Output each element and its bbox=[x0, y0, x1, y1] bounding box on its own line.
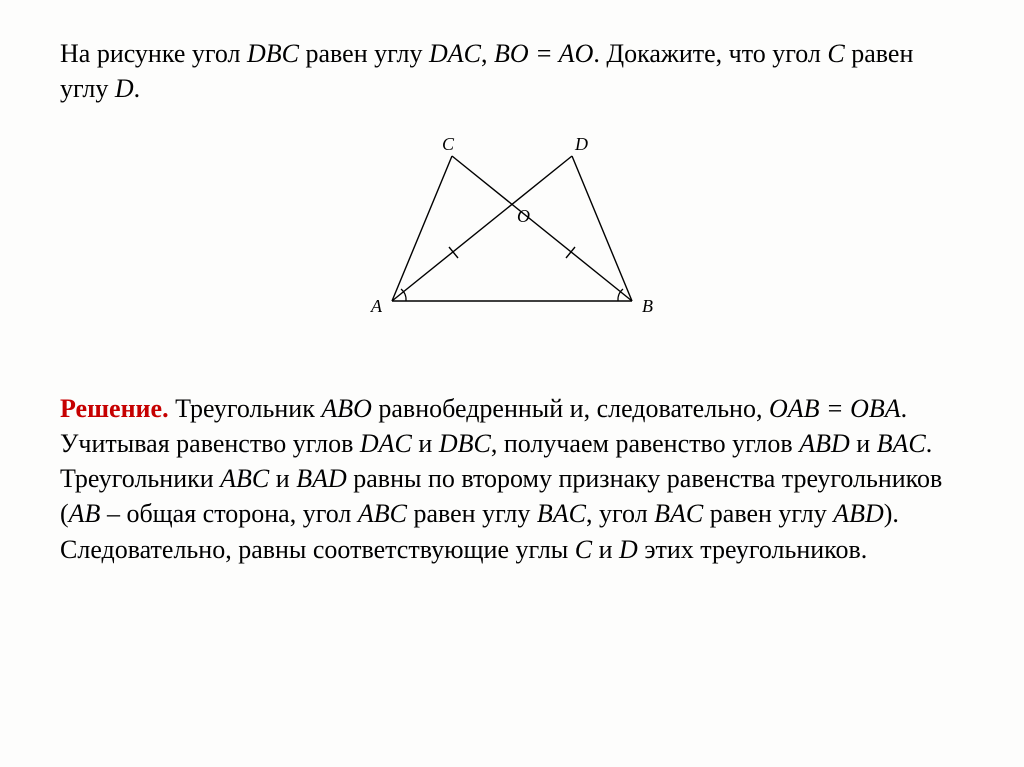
sol-var: C bbox=[575, 535, 592, 564]
var-bo-ao: BO = AO bbox=[494, 39, 593, 68]
problem-text: равен углу bbox=[299, 39, 429, 68]
sol-text: этих треугольников. bbox=[638, 535, 867, 564]
slide-page: На рисунке угол DBC равен углу DAC, BO =… bbox=[0, 0, 1024, 607]
var-c: C bbox=[827, 39, 844, 68]
label-d: D bbox=[574, 136, 588, 154]
line-bd bbox=[572, 156, 632, 301]
problem-text: . bbox=[134, 74, 141, 103]
sol-var: ABD bbox=[833, 499, 884, 528]
sol-text: Треугольник bbox=[169, 394, 322, 423]
sol-var: BAC bbox=[877, 429, 926, 458]
sol-var: AB bbox=[69, 499, 101, 528]
sol-text: , получаем равенство углов bbox=[491, 429, 799, 458]
sol-text: равнобедренный и, следовательно, bbox=[372, 394, 769, 423]
solution-heading: Решение. bbox=[60, 394, 169, 423]
label-o: O bbox=[517, 206, 530, 226]
problem-text: На рисунке угол bbox=[60, 39, 247, 68]
label-c: C bbox=[442, 136, 455, 154]
sol-var: DAC bbox=[360, 429, 412, 458]
var-dac: DAC bbox=[429, 39, 481, 68]
sol-text: равен углу bbox=[407, 499, 537, 528]
geometry-diagram: C D O A B bbox=[357, 136, 667, 321]
diagram-container: C D O A B bbox=[60, 136, 964, 321]
sol-var: ABC bbox=[358, 499, 407, 528]
sol-var: D bbox=[619, 535, 638, 564]
sol-text: и bbox=[850, 429, 877, 458]
sol-var: ABD bbox=[799, 429, 850, 458]
solution-text: Решение. Треугольник ABO равнобедренный … bbox=[60, 391, 964, 566]
problem-text: . Докажите, что угол bbox=[593, 39, 827, 68]
line-ac bbox=[392, 156, 452, 301]
label-b: B bbox=[642, 296, 653, 316]
sol-var: ABO bbox=[321, 394, 372, 423]
sol-text: равен углу bbox=[703, 499, 833, 528]
sol-text: и bbox=[412, 429, 439, 458]
problem-text: , bbox=[481, 39, 494, 68]
line-ad bbox=[392, 156, 572, 301]
sol-var: BAD bbox=[296, 464, 347, 493]
sol-text: и bbox=[269, 464, 296, 493]
line-bc bbox=[452, 156, 632, 301]
sol-text: – общая сторона, угол bbox=[100, 499, 357, 528]
problem-statement: На рисунке угол DBC равен углу DAC, BO =… bbox=[60, 36, 964, 106]
sol-var: OAB = OBA bbox=[769, 394, 901, 423]
sol-var: BAC bbox=[654, 499, 703, 528]
sol-var: DBC bbox=[439, 429, 491, 458]
sol-text: , угол bbox=[586, 499, 654, 528]
var-d: D bbox=[115, 74, 134, 103]
sol-var: ABC bbox=[220, 464, 269, 493]
var-dbc: DBC bbox=[247, 39, 299, 68]
sol-text: и bbox=[592, 535, 619, 564]
label-a: A bbox=[370, 296, 383, 316]
sol-var: BAC bbox=[537, 499, 586, 528]
